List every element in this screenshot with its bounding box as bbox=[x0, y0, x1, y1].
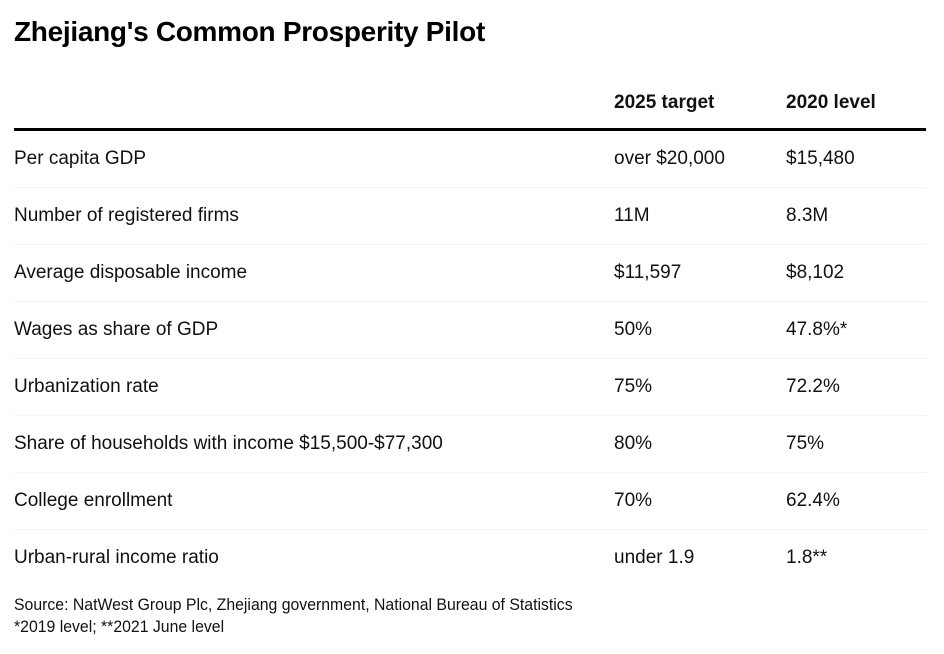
table-row: Per capita GDP over $20,000 $15,480 bbox=[14, 131, 926, 188]
row-indicator: Urbanization rate bbox=[14, 376, 159, 397]
row-2025-target: 11M bbox=[614, 205, 650, 226]
row-indicator: Wages as share of GDP bbox=[14, 319, 219, 340]
row-2020-level: $8,102 bbox=[786, 262, 845, 283]
row-indicator: Number of registered firms bbox=[14, 205, 239, 226]
row-2025-target: 70% bbox=[614, 490, 653, 511]
table-row: Wages as share of GDP 50% 47.8%* bbox=[14, 302, 926, 359]
row-indicator: Urban-rural income ratio bbox=[14, 547, 219, 568]
row-indicator: Average disposable income bbox=[14, 262, 248, 283]
column-header-2020-level: 2020 level bbox=[786, 92, 876, 113]
row-2025-target: 80% bbox=[614, 433, 653, 454]
table-row: Number of registered firms 11M 8.3M bbox=[14, 188, 926, 245]
data-table: 2025 target 2020 level Per capita GDP ove… bbox=[14, 84, 926, 586]
footer: Source: NatWest Group Plc, Zhejiang gove… bbox=[14, 594, 573, 638]
table-row: Urban-rural income ratio under 1.9 1.8** bbox=[14, 530, 926, 586]
source-note: Source: NatWest Group Plc, Zhejiang gove… bbox=[14, 595, 573, 614]
row-indicator: Per capita GDP bbox=[14, 148, 146, 169]
table-row: College enrollment 70% 62.4% bbox=[14, 473, 926, 530]
row-2025-target: under 1.9 bbox=[614, 547, 695, 568]
row-2025-target: over $20,000 bbox=[614, 148, 725, 169]
row-2020-level: 72.2% bbox=[786, 376, 840, 397]
row-indicator: Share of households with income $15,500-… bbox=[14, 433, 443, 454]
row-2025-target: $11,597 bbox=[614, 262, 682, 283]
row-2020-level: 62.4% bbox=[786, 490, 840, 511]
row-2020-level: 8.3M bbox=[786, 205, 829, 226]
row-indicator: College enrollment bbox=[14, 490, 173, 511]
row-2025-target: 50% bbox=[614, 319, 653, 340]
row-2020-level: 47.8%* bbox=[786, 319, 848, 340]
table-body: Per capita GDP over $20,000 $15,480 Number … bbox=[14, 131, 926, 586]
column-header-2025-target: 2025 target bbox=[614, 92, 715, 113]
row-2025-target: 75% bbox=[614, 376, 653, 397]
row-2020-level: 75% bbox=[786, 433, 825, 454]
page-title: Zhejiang's Common Prosperity Pilot bbox=[14, 16, 485, 47]
table-row: Average disposable income $11,597 $8,102 bbox=[14, 245, 926, 302]
table-row: Urbanization rate 75% 72.2% bbox=[14, 359, 926, 416]
row-2020-level: $15,480 bbox=[786, 148, 855, 169]
row-2020-level: 1.8** bbox=[786, 547, 828, 568]
table-header: 2025 target 2020 level bbox=[14, 84, 926, 131]
table-row: Share of households with income $15,500-… bbox=[14, 416, 926, 473]
footnote: *2019 level; **2021 June level bbox=[14, 617, 225, 636]
